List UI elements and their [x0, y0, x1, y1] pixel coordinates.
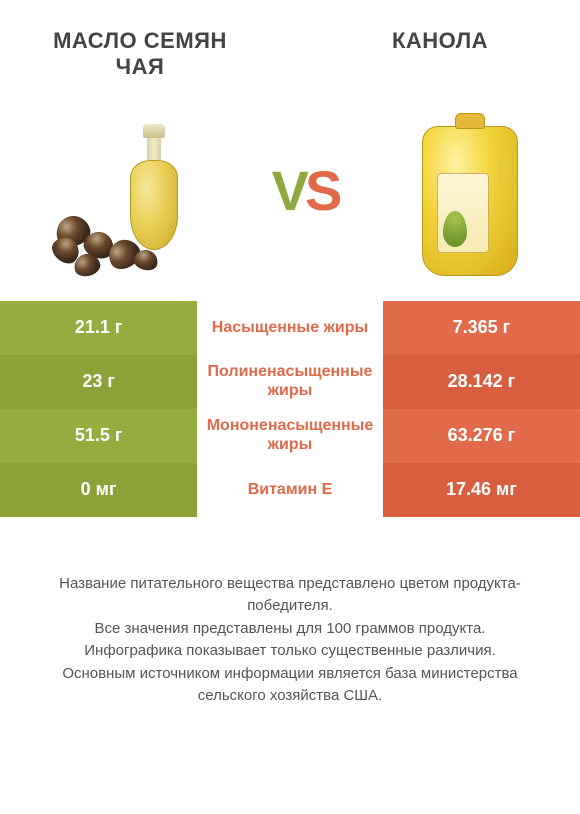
oil-bottle-icon — [130, 124, 178, 254]
vs-s: S — [305, 159, 338, 222]
value-left: 23 г — [0, 355, 197, 409]
nutrient-label: Витамин E — [197, 463, 383, 517]
value-right: 28.142 г — [383, 355, 580, 409]
table-row: 51.5 гМононенасыщенные жиры63.276 г — [0, 409, 580, 463]
header: МАСЛО СЕМЯН ЧАЯ КАНОЛА — [0, 0, 580, 81]
hero-row: VS — [0, 81, 580, 301]
canola-jug-icon — [422, 126, 518, 276]
table-row: 21.1 гНасыщенные жиры7.365 г — [0, 301, 580, 355]
product-image-left — [50, 106, 200, 276]
footer-line: Все значения представлены для 100 граммо… — [30, 618, 550, 641]
table-row: 0 мгВитамин E17.46 мг — [0, 463, 580, 517]
value-right: 17.46 мг — [383, 463, 580, 517]
value-left: 0 мг — [0, 463, 197, 517]
footer-notes: Название питательного вещества представл… — [0, 517, 580, 708]
footer-line: Основным источником информации является … — [30, 663, 550, 708]
footer-line: Название питательного вещества представл… — [30, 573, 550, 618]
vs-v: V — [272, 159, 305, 222]
comparison-table: 21.1 гНасыщенные жиры7.365 г23 гПолинена… — [0, 301, 580, 517]
nutrient-label: Полиненасыщенные жиры — [197, 355, 383, 409]
table-row: 23 гПолиненасыщенные жиры28.142 г — [0, 355, 580, 409]
value-left: 21.1 г — [0, 301, 197, 355]
title-left: МАСЛО СЕМЯН ЧАЯ — [40, 28, 240, 81]
value-right: 63.276 г — [383, 409, 580, 463]
footer-line: Инфографика показывает только существенн… — [30, 640, 550, 663]
title-right: КАНОЛА — [340, 28, 540, 81]
product-image-right — [410, 106, 530, 276]
value-left: 51.5 г — [0, 409, 197, 463]
nutrient-label: Мононенасыщенные жиры — [197, 409, 383, 463]
nutrient-label: Насыщенные жиры — [197, 301, 383, 355]
vs-label: VS — [272, 158, 339, 223]
value-right: 7.365 г — [383, 301, 580, 355]
